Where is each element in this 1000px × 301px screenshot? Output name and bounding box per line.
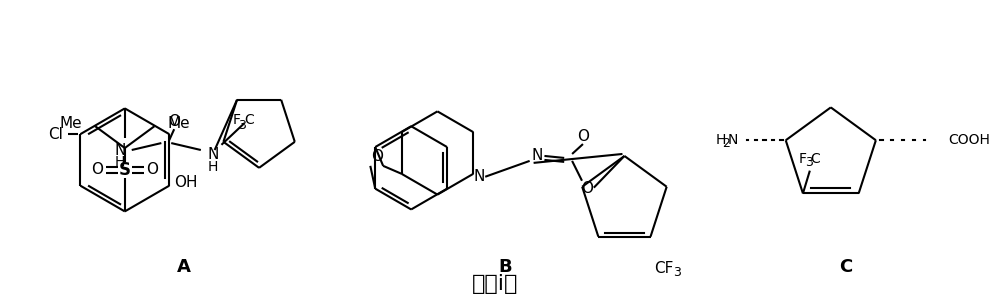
Text: O: O bbox=[577, 129, 589, 144]
Text: O: O bbox=[371, 149, 383, 164]
Text: 2: 2 bbox=[723, 137, 730, 150]
Text: COOH: COOH bbox=[948, 133, 990, 147]
Text: O: O bbox=[91, 162, 103, 177]
Text: H: H bbox=[716, 133, 726, 147]
Text: O: O bbox=[168, 114, 180, 129]
Text: C: C bbox=[244, 113, 254, 127]
Text: N: N bbox=[474, 169, 485, 184]
Text: Me: Me bbox=[60, 116, 82, 131]
Text: H: H bbox=[115, 155, 125, 169]
Text: Cl: Cl bbox=[48, 127, 63, 142]
Text: 3: 3 bbox=[238, 119, 246, 132]
Text: F: F bbox=[232, 113, 240, 127]
Text: CF: CF bbox=[654, 261, 673, 276]
Text: N: N bbox=[114, 142, 126, 157]
Text: N: N bbox=[207, 147, 218, 163]
Text: F: F bbox=[799, 152, 807, 166]
Text: OH: OH bbox=[174, 175, 198, 190]
Text: O: O bbox=[146, 162, 158, 177]
Text: 式（i）: 式（i） bbox=[472, 274, 518, 294]
Text: A: A bbox=[177, 258, 191, 276]
Text: O: O bbox=[581, 181, 593, 196]
Text: N: N bbox=[728, 133, 738, 147]
Text: Me: Me bbox=[167, 116, 190, 131]
Text: B: B bbox=[498, 258, 512, 276]
Text: 3: 3 bbox=[673, 266, 681, 279]
Text: N: N bbox=[532, 148, 543, 163]
Text: C: C bbox=[810, 152, 820, 166]
Text: H: H bbox=[208, 160, 218, 174]
Text: 3: 3 bbox=[805, 156, 813, 169]
Text: C: C bbox=[839, 258, 852, 276]
Text: S: S bbox=[119, 161, 131, 179]
